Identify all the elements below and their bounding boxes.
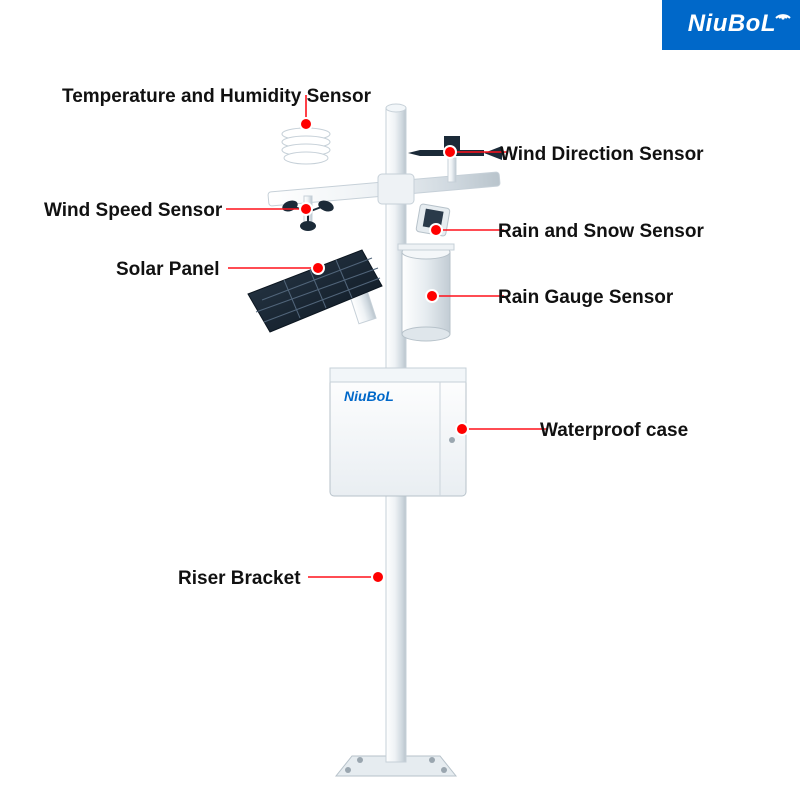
case-brand-label: NiuBoL	[344, 388, 394, 404]
label-wind-direction: Wind Direction Sensor	[500, 144, 704, 166]
temp-humidity-sensor	[282, 128, 330, 164]
diagram-stage: { "brand": { "name": "NiuBoL", "badge_bg…	[0, 0, 800, 800]
crossarm	[268, 172, 500, 206]
label-riser-bracket: Riser Bracket	[178, 568, 301, 590]
label-wind-speed: Wind Speed Sensor	[44, 200, 222, 222]
weather-station-diagram	[0, 0, 800, 800]
label-temp-humidity: Temperature and Humidity Sensor	[62, 86, 371, 108]
label-rain-snow: Rain and Snow Sensor	[498, 221, 704, 243]
label-waterproof-case: Waterproof case	[540, 420, 688, 442]
label-rain-gauge: Rain Gauge Sensor	[498, 287, 673, 309]
label-solar-panel: Solar Panel	[116, 259, 220, 281]
